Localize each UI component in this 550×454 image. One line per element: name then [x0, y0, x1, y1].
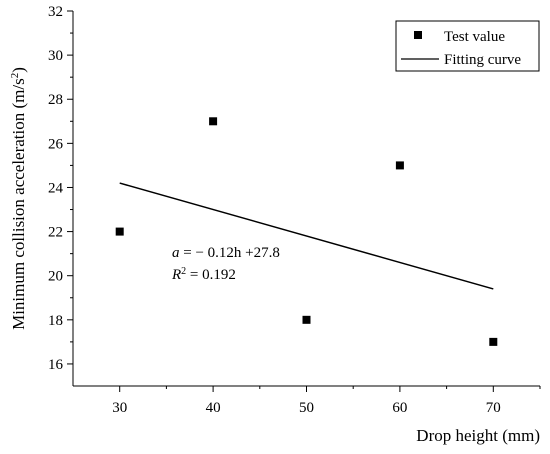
y-tick-label: 26 [48, 136, 64, 152]
x-tick-label: 70 [486, 400, 501, 416]
r-squared-body: = 0.192 [186, 267, 236, 283]
x-tick-label: 50 [299, 400, 314, 416]
data-point-square [302, 315, 311, 324]
y-axis-title-superscript: 2 [9, 73, 21, 79]
x-tick-label: 60 [392, 400, 407, 416]
y-axis-title-main: Minimum collision acceleration (m/s [9, 78, 28, 330]
data-point-square [489, 337, 498, 346]
legend-label-test-value: Test value [444, 29, 505, 45]
x-axis-ticks: 30 40 50 60 70 [112, 386, 541, 416]
y-tick-label: 32 [48, 4, 63, 20]
y-tick-label: 28 [48, 92, 63, 108]
legend-label-fitting-curve: Fitting curve [444, 52, 521, 68]
x-tick-label: 40 [206, 400, 221, 416]
y-tick-label: 22 [48, 225, 63, 241]
y-axis-title-close: ) [9, 67, 28, 73]
fitting-curve-line [119, 182, 494, 290]
equation-annotation: a = − 0.12h +27.8 [172, 245, 280, 261]
legend: Test value Fitting curve [395, 20, 540, 72]
data-point-square [115, 227, 124, 236]
r-squared-variable: R [171, 267, 181, 283]
y-tick-label: 16 [48, 357, 64, 373]
equation-variable: a [172, 245, 180, 261]
r-squared-superscript: 2 [181, 266, 186, 277]
legend-box [395, 20, 540, 72]
data-point-square [395, 161, 404, 170]
x-axis-title: Drop height (mm) [416, 426, 540, 445]
y-tick-label: 24 [48, 180, 64, 196]
legend-marker-square [414, 31, 422, 39]
x-tick-label: 30 [112, 400, 127, 416]
y-axis-ticks: 16 18 20 22 24 26 28 30 32 [48, 4, 73, 373]
data-point-square [209, 117, 218, 126]
y-axis-title: Minimum collision acceleration (m/s2) [9, 67, 28, 330]
test-value-layer [115, 117, 498, 346]
y-tick-label: 18 [48, 313, 63, 329]
fitting-curve-layer [119, 182, 494, 290]
r-squared-annotation: R2 = 0.192 [171, 266, 236, 284]
y-tick-label: 30 [48, 48, 63, 64]
y-tick-label: 20 [48, 269, 63, 285]
equation-body: = − 0.12h +27.8 [180, 245, 280, 261]
